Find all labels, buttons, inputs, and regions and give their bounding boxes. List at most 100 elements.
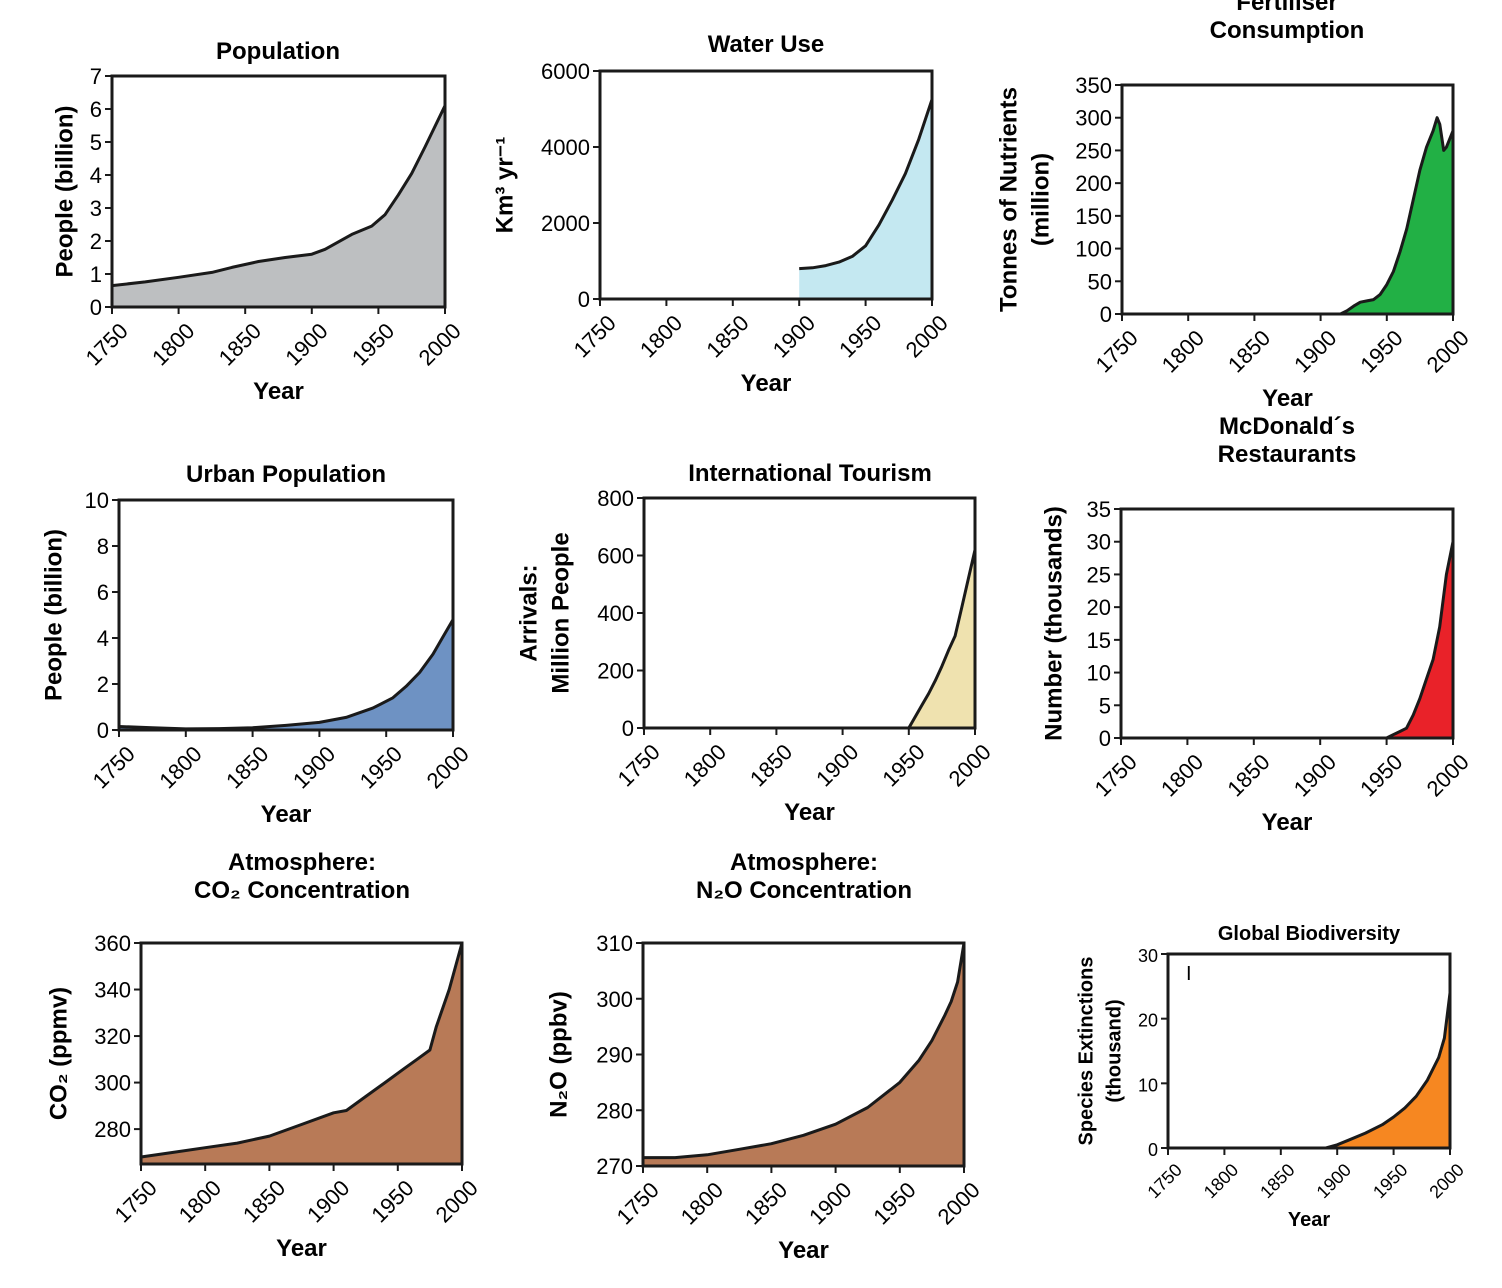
x-tick-label: 2000 [944,739,996,791]
x-tick-label: 1950 [834,310,886,362]
y-tick-label: 0 [622,716,634,741]
chart-title: Water Use [708,31,824,58]
chart-panel: 280 300 320 340 360 1750 1800 1850 1900 1950 2000 A… [45,849,483,1262]
y-axis-label: Arrivals: [515,564,542,661]
x-tick-label: 1850 [740,1177,792,1229]
x-tick-label: 1950 [1355,325,1407,377]
y-axis-label: CO₂ (ppmv) [45,987,72,1120]
y-tick-label: 310 [596,931,633,956]
y-tick-label: 10 [1087,661,1111,686]
x-tick-label: 1850 [745,739,797,791]
x-tick-label: 1800 [635,310,687,362]
y-tick-label: 6000 [541,59,590,84]
x-tick-label: 1800 [147,318,199,370]
x-tick-label: 1900 [1313,1160,1355,1202]
x-tick-label: 1900 [1289,749,1341,801]
x-tick-label: 1950 [877,739,929,791]
chart-title: Consumption [1210,17,1365,44]
plot-frame [598,69,934,301]
chart-panel: 0 5 10 15 20 25 30 35 1750 1800 1850 1900 1950 2000 Mc… [1040,413,1474,836]
x-tick-label: 1800 [1156,749,1208,801]
y-tick-label: 15 [1087,628,1111,653]
x-tick-label: 1950 [1369,1160,1411,1202]
x-tick-label: 1800 [174,1175,226,1227]
chart-panel: 0 1 2 3 4 5 6 7 1750 1800 1850 1900 1950 2000 Populati… [51,38,466,405]
chart-panel: 0 50 100 150 200 250 300 350 1750 1800 1850 1900 195… [995,0,1474,412]
chart-panel: 0 10 20 30 1750 1800 1850 1900 1950 2000 Global Bi… [1075,923,1468,1231]
y-tick-label: 0 [1100,302,1112,327]
y-tick-label: 360 [94,931,131,956]
series-line [1339,116,1455,316]
y-tick-label: 600 [597,544,634,569]
chart-title: Restaurants [1218,441,1357,468]
series-area [643,943,964,1166]
x-tick-label: 1900 [768,310,820,362]
y-tick-label: 280 [596,1098,633,1123]
annotation: I [1186,963,1192,985]
y-axis-label: Km³ yr⁻¹ [491,137,518,234]
plot-frame [139,941,464,1166]
y-tick-label: 4 [97,626,109,651]
series-line [1385,541,1455,740]
y-tick-label: 200 [597,659,634,684]
y-tick-label: 150 [1075,204,1112,229]
x-tick-label: 2000 [422,741,474,793]
x-tick-label: 1750 [613,739,665,791]
y-tick-label: 0 [1099,726,1111,751]
y-tick-label: 100 [1075,237,1112,262]
series-area [799,99,932,299]
x-tick-label: 1750 [569,310,621,362]
y-tick-label: 2 [97,672,109,697]
y-tick-label: 30 [1138,946,1158,966]
y-tick-label: 7 [90,64,102,89]
series-area [141,943,462,1164]
y-tick-label: 30 [1087,530,1111,555]
y-tick-label: 1 [90,262,102,287]
y-tick-label: 0 [90,295,102,320]
chart-panel: 0 2000 4000 6000 1750 1800 1850 1900 1950 2000 Wat… [491,31,953,397]
plot-frame [642,496,977,730]
y-tick-label: 800 [597,486,634,511]
y-tick-label: 280 [94,1117,131,1142]
x-tick-label: 2000 [431,1175,483,1227]
y-tick-label: 200 [1075,171,1112,196]
x-tick-label: 1950 [355,741,407,793]
x-tick-label: 1900 [804,1177,856,1229]
series-area [119,619,453,730]
x-tick-label: 1850 [701,310,753,362]
y-axis-label: (thousand) [1103,999,1125,1102]
y-tick-label: 250 [1075,138,1112,163]
series-line [140,942,464,1159]
y-axis-label: Species Extinctions [1075,957,1097,1146]
x-axis-label: Year [778,1237,829,1264]
chart-panel: 0 200 400 600 800 1750 1800 1850 1900 1950 2000 Int… [515,460,996,826]
chart-title: McDonald´s [1219,413,1355,440]
x-tick-label: 2000 [933,1177,985,1229]
x-tick-label: 1750 [88,741,140,793]
series-area [908,549,975,728]
chart-title: International Tourism [688,460,932,487]
x-axis-label: Year [784,799,835,826]
y-tick-label: 2000 [541,211,590,236]
x-tick-label: 2000 [1422,325,1474,377]
x-tick-label: 1750 [110,1175,162,1227]
y-tick-label: 5 [90,130,102,155]
y-axis-label: People (billion) [51,106,78,278]
y-tick-label: 5 [1099,693,1111,718]
x-tick-label: 1850 [1222,749,1274,801]
y-tick-label: 0 [578,287,590,312]
chart-title: Global Biodiversity [1218,923,1401,945]
y-tick-label: 6 [90,97,102,122]
x-tick-label: 1750 [1091,325,1143,377]
x-tick-label: 1900 [280,318,332,370]
x-tick-label: 1950 [868,1177,920,1229]
x-tick-label: 1900 [811,739,863,791]
x-tick-label: 1900 [302,1175,354,1227]
series-area [1325,992,1450,1148]
x-tick-label: 1950 [347,318,399,370]
plot-frame [1166,952,1452,1150]
y-tick-label: 25 [1087,562,1111,587]
y-tick-label: 0 [97,718,109,743]
chart-title: CO₂ Concentration [194,877,410,904]
